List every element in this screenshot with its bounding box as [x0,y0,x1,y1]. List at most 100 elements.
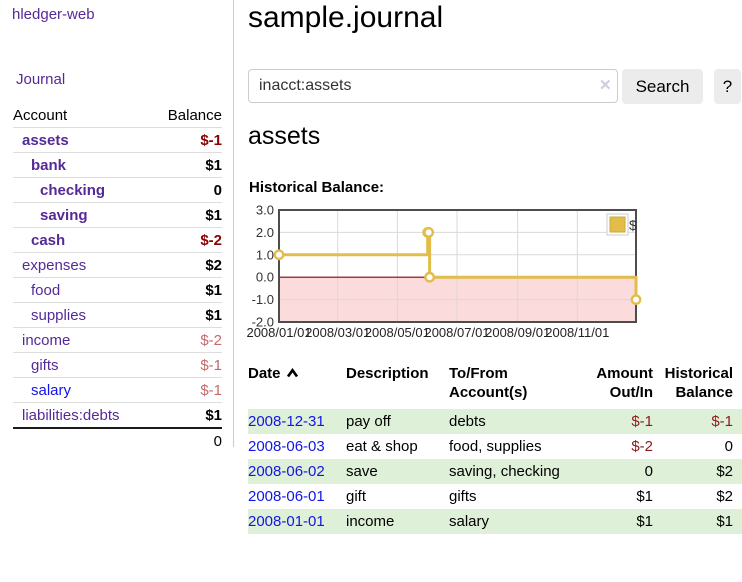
register-row: 2008-06-01 gift gifts $1 $2 [248,484,742,509]
x-tick-label: 2008/05/01 [365,325,430,340]
register-header-accounts-line1: To/From [449,365,508,382]
x-tick-label: 2008/07/01 [424,325,489,340]
register-header-balance-line1: Historical [664,365,733,382]
account-balance: $1 [151,277,222,303]
transaction-description: save [346,462,378,480]
account-link[interactable]: assets [22,132,69,149]
register-header-accounts: To/From Account(s) [449,362,561,409]
account-balance: $1 [151,202,222,228]
transaction-amount: $-1 [631,412,653,430]
register-row: 2008-06-02 save saving, checking 0 $2 [248,458,742,484]
account-row: income $-2 [13,327,222,353]
brand-link[interactable]: hledger-web [12,6,95,23]
data-point-marker [423,227,435,238]
account-row: bank $1 [13,152,222,178]
transaction-description: pay off [346,412,391,430]
transaction-description: gift [346,487,367,505]
register-header-date-label: Date [248,365,281,382]
search-button[interactable]: Search [622,69,703,104]
register-header-balance-line2: Balance [675,383,733,401]
account-balance: $-1 [151,377,222,403]
x-tick-label: 2008/11/01 [545,325,609,340]
account-link[interactable]: liabilities:debts [22,407,120,424]
legend-swatch [609,216,626,233]
x-tick-label: 2008/03/01 [305,325,370,340]
register-header-amount: Amount Out/In [561,362,653,409]
register-header-amount-line2: Out/In [609,383,653,401]
transaction-amount: 0 [644,462,653,480]
historical-balance-chart: 3.0 2.0 1.0 0.0 -1.0 -2.0 2008/01/01 2008/03/01… [246,203,642,343]
account-link[interactable]: gifts [31,357,59,374]
register-table: Date Description To/From Account(s) Amou… [248,362,742,534]
accounts-header-account: Account [13,103,152,128]
account-link[interactable]: bank [31,157,67,174]
chart-frame [278,209,637,323]
register-row: 2008-06-03 eat & shop food, supplies $-2 0 [248,434,742,459]
x-tick-label: 2008/09/01 [485,325,550,340]
account-balance: $1 [151,152,222,178]
account-heading: assets [248,122,321,150]
register-row: 2008-01-01 income salary $1 $1 [248,508,742,534]
transaction-date-link[interactable]: 2008-06-03 [248,437,325,455]
transaction-amount: $-2 [631,437,653,455]
transaction-balance: 0 [724,437,733,455]
search-input[interactable] [248,69,618,103]
register-header-date[interactable]: Date [248,362,346,409]
accounts-header-balance: Balance [151,103,222,128]
main-content: sample.journal ✕ Search ? assets Histori… [246,0,742,582]
account-link[interactable]: checking [40,182,106,199]
account-balance: 0 [151,177,222,203]
y-tick-label: -1.0 [252,292,274,307]
transaction-balance: $-1 [711,412,733,430]
y-tick-label: -2.0 [252,315,274,330]
y-tick-label: 3.0 [256,203,274,218]
legend-label: $ [629,217,637,233]
register-table-body: 2008-12-31 pay off debts $-1 $-1 2008-06-03 ea… [248,408,742,534]
account-link[interactable]: food [31,282,61,299]
transaction-accounts: food, supplies [449,437,542,455]
register-row: 2008-12-31 pay off debts $-1 $-1 [248,408,742,434]
account-balance: $-2 [151,227,222,253]
clear-search-icon[interactable]: ✕ [599,77,612,94]
balance-chart-svg: 3.0 2.0 1.0 0.0 -1.0 -2.02008/01/012008/03/01… [246,203,642,340]
account-link[interactable]: cash [31,232,66,249]
register-header-row: Date Description To/From Account(s) Amou… [248,362,742,409]
y-tick-label: 1.0 [256,247,274,262]
transaction-accounts: salary [449,512,490,530]
account-row: cash $-2 [13,227,222,253]
account-link[interactable]: expenses [22,257,87,274]
transaction-accounts: gifts [449,487,477,505]
transaction-date-link[interactable]: 2008-06-01 [248,487,325,505]
help-button[interactable]: ? [714,69,741,104]
account-balance: $1 [151,402,222,428]
account-link[interactable]: salary [31,382,72,399]
register-header-accounts-line2: Account(s) [449,383,528,401]
accounts-table-body: assets $-1 bank $1 checking 0 saving $1 cash $-2 e… [13,128,222,428]
account-row: saving $1 [13,202,222,228]
chart-title: Historical Balance: [249,179,385,196]
transaction-date-link[interactable]: 2008-06-02 [248,462,325,480]
accounts-total-spacer [13,427,152,453]
account-row: assets $-1 [13,128,222,153]
transaction-date-link[interactable]: 2008-12-31 [248,412,325,430]
x-tick-label: 2008/01/01 [246,325,311,340]
account-balance: $2 [151,252,222,278]
transaction-amount: $1 [636,512,653,530]
account-link[interactable]: saving [40,207,88,224]
register-header-amount-line1: Amount [596,365,653,382]
transaction-date-link[interactable]: 2008-01-01 [248,512,325,530]
account-row: supplies $1 [13,302,222,328]
account-link[interactable]: supplies [31,307,87,324]
data-point-marker [273,249,285,261]
data-point-marker [424,271,436,283]
account-link[interactable]: income [22,332,71,349]
data-point-marker [630,294,642,306]
sidebar-item-journal[interactable]: Journal [16,71,66,88]
account-row: gifts $-1 [13,352,222,378]
account-balance: $-1 [200,132,222,149]
transaction-balance: $2 [716,487,733,505]
account-balance: $-1 [151,352,222,378]
sidebar: hledger-web Journal Account Balance asse… [0,0,234,453]
transaction-accounts: debts [449,412,486,430]
